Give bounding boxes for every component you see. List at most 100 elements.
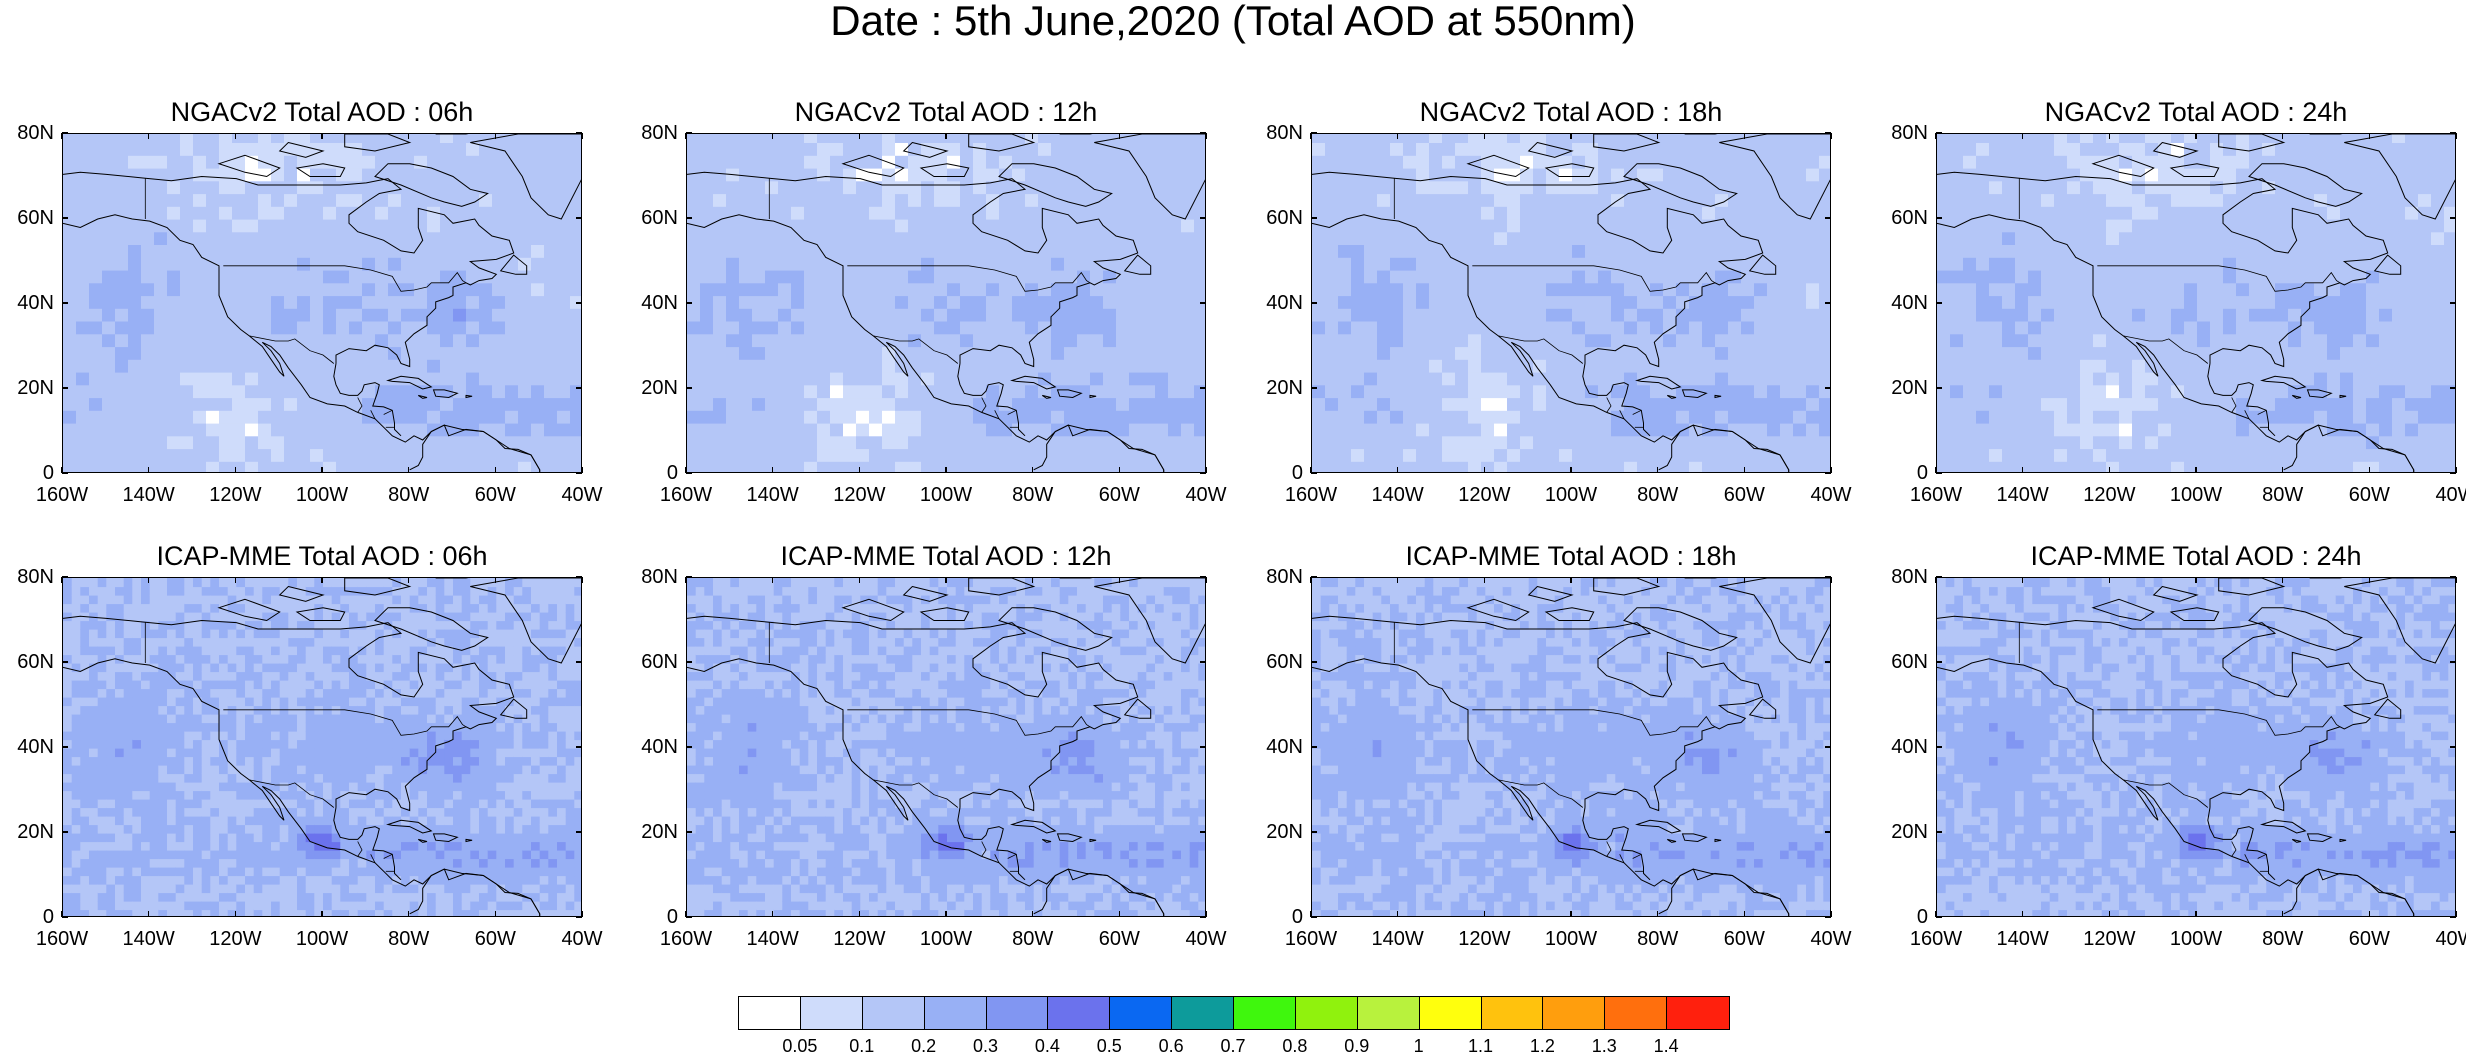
aod-cell: [1390, 244, 1404, 258]
aod-cell: [1793, 295, 1807, 309]
aod-cell: [1520, 423, 1534, 437]
aod-cell: [1429, 308, 1443, 322]
aod-cell: [2067, 282, 2081, 297]
aod-cell: [518, 397, 532, 411]
country-border: [223, 265, 467, 292]
aod-cell: [106, 799, 116, 809]
aod-cell: [1546, 346, 1560, 360]
aod-cell: [1364, 206, 1378, 220]
aod-cell: [1416, 461, 1430, 472]
aod-cell: [63, 346, 77, 360]
aod-cell: [167, 206, 181, 220]
aod-cell: [947, 282, 961, 297]
aod-cell: [89, 790, 99, 800]
aod-cell: [1715, 448, 1729, 462]
aod-cell: [427, 282, 441, 297]
aod-cell: [2067, 244, 2081, 258]
aod-cell: [1806, 308, 1820, 322]
aod-cell: [284, 295, 298, 309]
aod-cell: [895, 270, 909, 284]
aod-cell: [1429, 346, 1443, 360]
aod-cell: [258, 206, 272, 220]
aod-cell: [167, 244, 181, 258]
aod-cell: [271, 134, 285, 143]
aod-cell: [2132, 231, 2146, 245]
aod-cell: [1077, 155, 1091, 169]
aod-cell: [1624, 308, 1638, 322]
aod-cell: [713, 435, 727, 450]
aod-cell: [1676, 435, 1690, 450]
aod-cell: [2288, 308, 2302, 322]
aod-cell: [123, 824, 133, 834]
aod-cell: [2444, 372, 2455, 386]
aod-cell: [1064, 321, 1078, 335]
aod-cell: [1494, 397, 1508, 411]
aod-cell: [245, 308, 259, 322]
aod-cell: [2275, 142, 2289, 156]
aod-cell: [2184, 461, 2198, 472]
aod-cell: [1819, 308, 1830, 322]
aod-cell: [453, 448, 467, 462]
aod-cell: [2379, 270, 2393, 284]
aod-cell: [401, 321, 415, 335]
aod-cell: [1325, 397, 1339, 411]
aod-cell: [2431, 193, 2445, 207]
aod-cell: [63, 731, 73, 741]
aod-cell: [830, 346, 844, 360]
aod-cell: [132, 731, 142, 741]
aod-cell: [2340, 346, 2354, 360]
aod-cell: [401, 461, 415, 472]
aod-cell: [89, 722, 99, 732]
aod-cell: [2327, 231, 2341, 245]
aod-cell: [1442, 282, 1456, 297]
aod-cell: [1051, 435, 1065, 450]
aod-cell: [1338, 168, 1352, 182]
aod-cell: [1819, 206, 1830, 220]
aod-cell: [1194, 134, 1205, 143]
aod-cell: [1819, 346, 1830, 360]
aod-cell: [2366, 206, 2380, 220]
aod-cell: [557, 308, 571, 322]
aod-cell: [141, 697, 151, 707]
aod-cell: [132, 688, 142, 698]
aod-cell: [1963, 359, 1977, 373]
aod-cell: [63, 461, 77, 472]
aod-cell: [206, 257, 220, 271]
aod-cell: [2015, 134, 2029, 143]
aod-cell: [1937, 180, 1951, 195]
aod-cell: [1806, 231, 1820, 245]
aod-cell: [1025, 461, 1039, 472]
aod-cell: [1937, 206, 1951, 220]
aod-cell: [193, 435, 207, 450]
aod-cell: [1364, 270, 1378, 284]
aod-cell: [2327, 134, 2341, 143]
aod-cell: [1012, 333, 1026, 348]
aod-cell: [2210, 333, 2224, 348]
aod-cell: [180, 384, 194, 399]
aod-cell: [1168, 142, 1182, 156]
aod-cell: [1142, 423, 1156, 437]
aod-cell: [2028, 308, 2042, 322]
aod-cell: [544, 231, 558, 245]
aod-cell: [349, 244, 363, 258]
aod-cell: [1468, 321, 1482, 335]
aod-cell: [2210, 257, 2224, 271]
aod-cell: [1181, 397, 1195, 411]
aod-cell: [557, 219, 571, 233]
aod-cell: [2158, 168, 2172, 182]
aod-cell: [1520, 155, 1534, 169]
aod-cell: [1976, 346, 1990, 360]
aod-cell: [89, 884, 99, 894]
aod-cell: [947, 333, 961, 348]
aod-cell: [2223, 384, 2237, 399]
aod-cell: [726, 397, 740, 411]
aod-cell: [1520, 435, 1534, 450]
aod-cell: [2288, 333, 2302, 348]
aod-cell: [2353, 333, 2367, 348]
aod-cell: [453, 142, 467, 156]
aod-cell: [453, 308, 467, 322]
aod-cell: [2288, 295, 2302, 309]
aod-cell: [2353, 410, 2367, 424]
aod-cell: [2223, 448, 2237, 462]
aod-cell: [2379, 257, 2393, 271]
